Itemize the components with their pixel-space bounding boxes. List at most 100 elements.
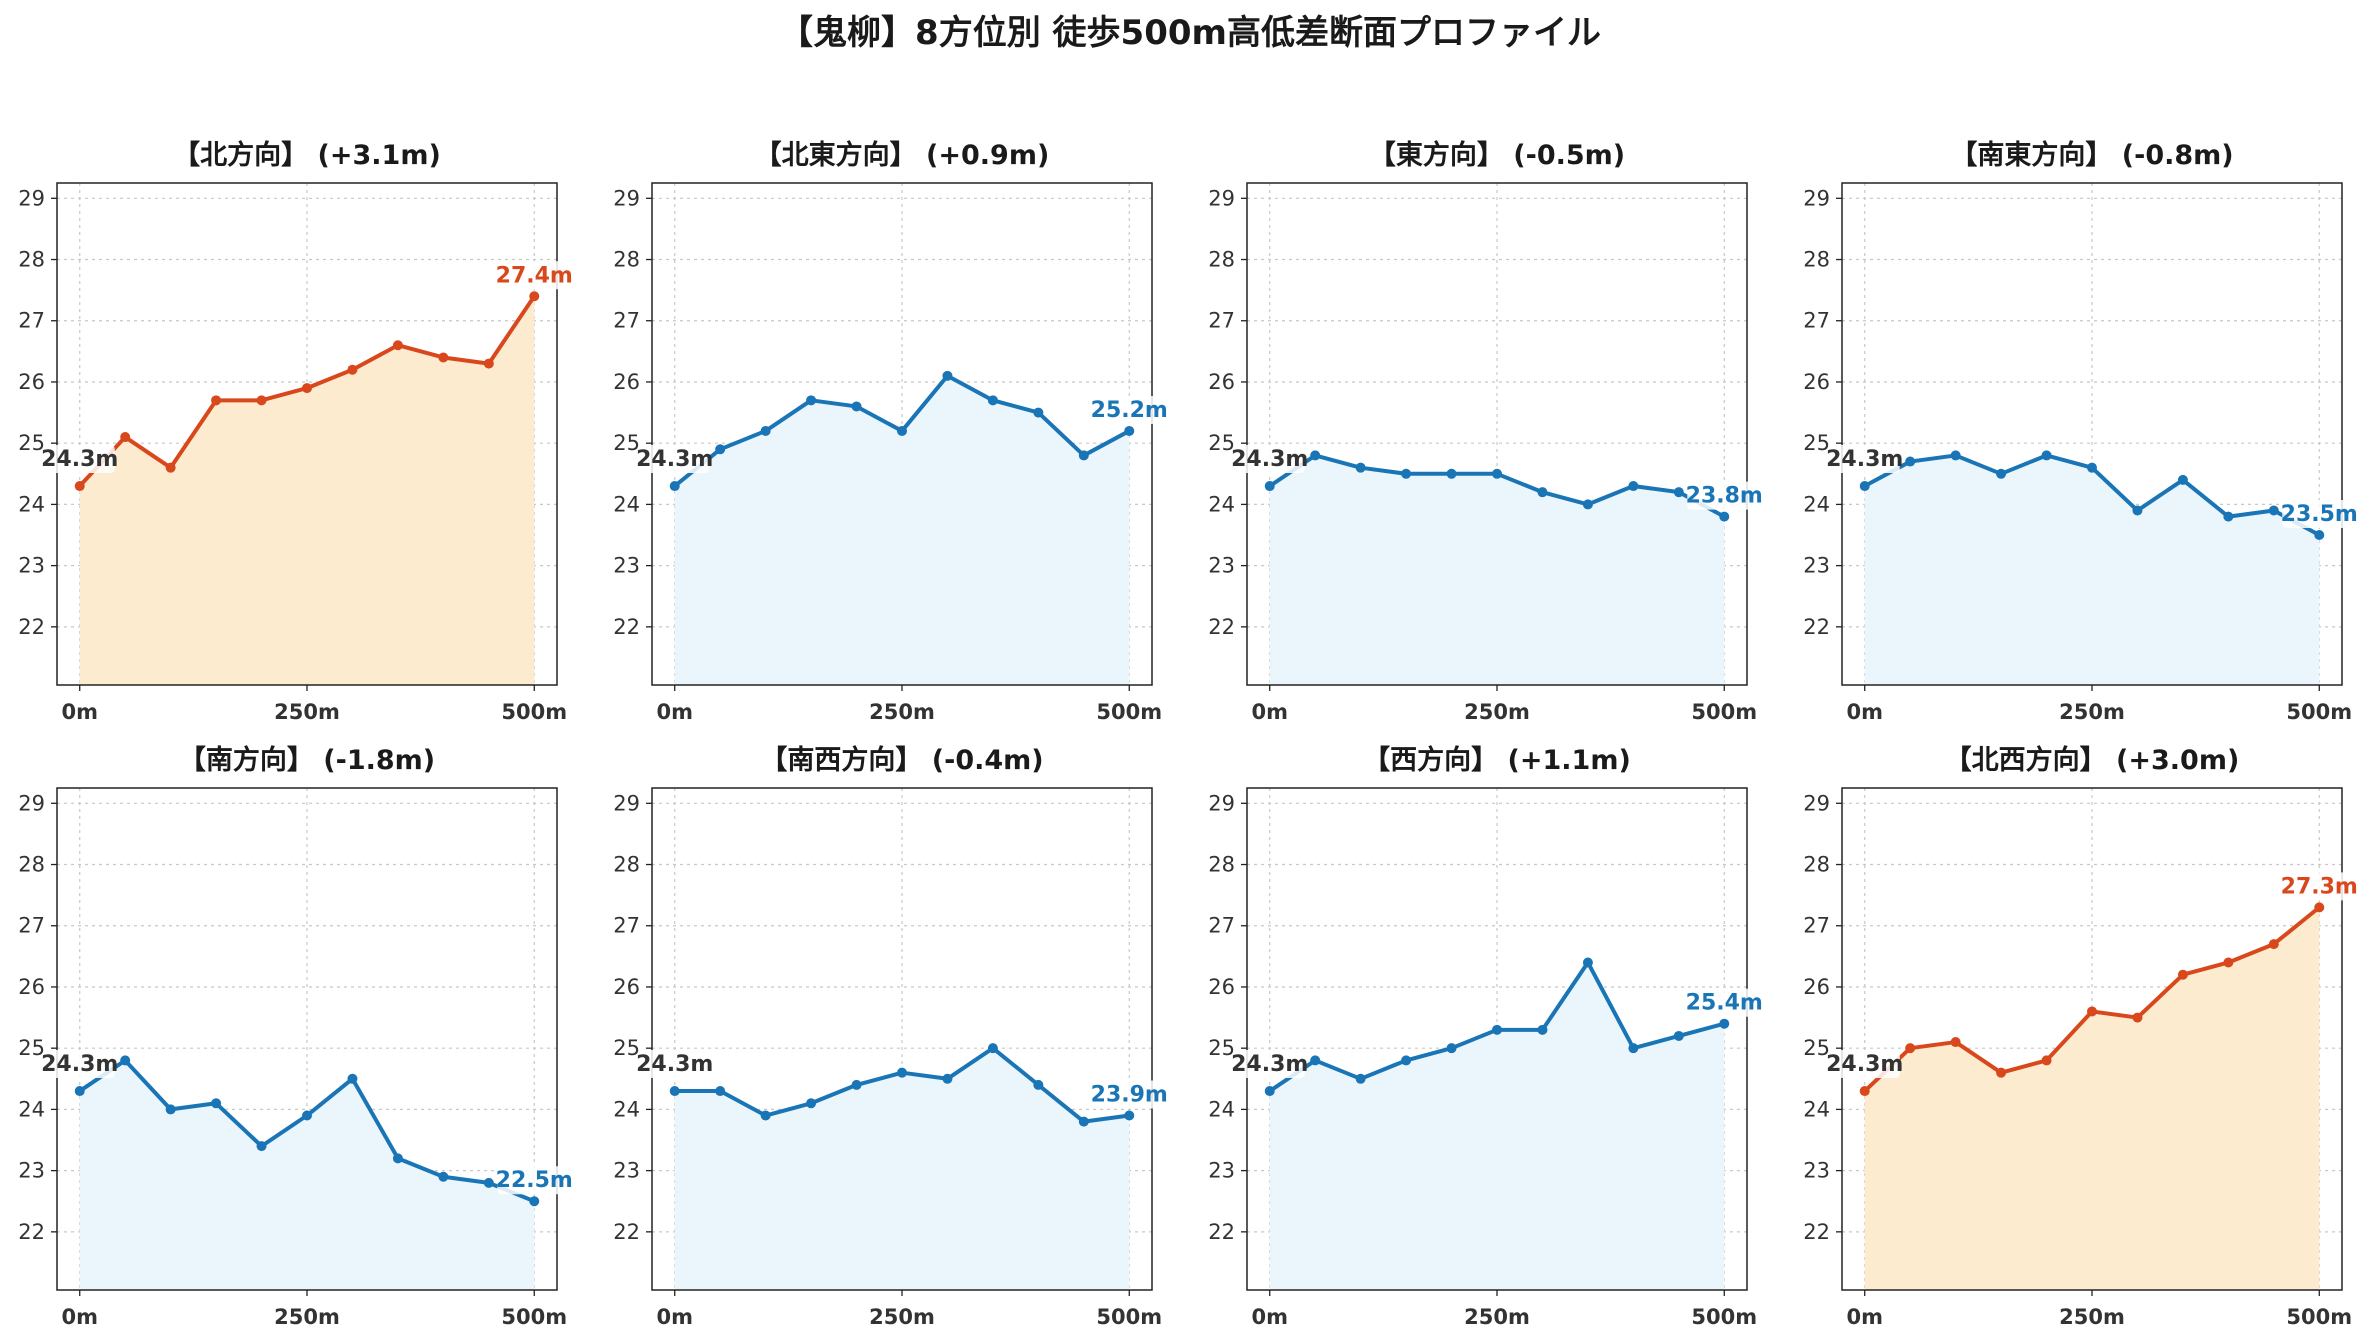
y-tick-label: 25 [18,431,45,455]
data-point [529,1196,540,1207]
start-label: 24.3m [1826,1052,1903,1077]
data-point [897,425,907,436]
data-point [2223,957,2234,968]
end-label-box [1092,1080,1167,1109]
data-point [120,432,131,443]
end-label-box [2282,500,2357,529]
data-point [165,462,176,473]
y-tick-label: 28 [1803,248,1830,272]
panel-title: 【東方向】 (-0.5m) [1369,139,1625,171]
data-point [120,1055,131,1066]
panel-title: 【北方向】 (+3.1m) [173,139,441,171]
data-point [1264,481,1275,492]
y-tick-label: 29 [1803,186,1830,210]
y-tick-label: 23 [1803,1159,1830,1183]
data-point [211,1098,222,1109]
y-tick-label: 26 [1803,370,1830,394]
panel-title: 【南東方向】 (-0.8m) [1950,139,2233,171]
data-point [1492,468,1502,479]
start-label-box [639,445,710,474]
y-tick-label: 25 [1208,431,1235,455]
data-point [1401,468,1412,479]
data-point [74,481,85,492]
data-point [1582,957,1593,968]
y-tick-label: 25 [613,431,640,455]
panel-title: 【南西方向】 (-0.4m) [760,744,1043,776]
data-point [1355,462,1366,473]
start-label: 24.3m [1826,447,1903,472]
data-point [211,395,222,406]
y-tick-label: 28 [1208,853,1235,877]
y-tick-label: 27 [1208,309,1235,333]
y-tick-label: 24 [1803,1097,1830,1121]
y-tick-label: 29 [613,186,640,210]
data-point [806,395,817,406]
panel-title: 【南方向】 (-1.8m) [179,744,435,776]
end-label: 22.5m [496,1168,573,1193]
start-label-box [1829,445,1900,474]
start-label: 24.3m [41,447,118,472]
data-point [1264,1086,1275,1097]
y-tick-label: 22 [1208,1220,1235,1244]
x-tick-label: 0m [1846,700,1883,724]
data-point [1905,456,1916,467]
x-tick-label: 250m [869,700,935,724]
y-tick-label: 22 [18,615,45,639]
start-label-box [1829,1050,1900,1079]
series-area [674,1048,1130,1290]
y-tick-label: 25 [1208,1036,1235,1060]
y-tick-label: 29 [1208,186,1235,210]
data-point [1950,450,1961,461]
data-point [1033,1079,1044,1090]
y-tick-label: 28 [18,248,45,272]
y-tick-label: 26 [1208,975,1235,999]
data-point [806,1098,817,1109]
start-label: 24.3m [1231,1052,1308,1077]
start-label: 24.3m [1231,447,1308,472]
x-tick-label: 250m [1464,700,1530,724]
data-point [2041,450,2052,461]
data-point [2132,1012,2143,1023]
data-point [987,1043,998,1054]
data-point [256,1141,267,1152]
figure-title: 【鬼柳】8方位別 徒歩500m高低差断面プロファイル [779,13,1601,53]
x-tick-label: 0m [61,700,98,724]
y-tick-label: 25 [613,1036,640,1060]
data-point [1124,1110,1135,1121]
end-label-box [1687,988,1762,1017]
data-point [2268,939,2279,950]
y-tick-label: 26 [1803,975,1830,999]
data-point [2132,505,2143,516]
y-tick-label: 29 [18,791,45,815]
y-tick-label: 28 [1803,853,1830,877]
y-tick-label: 24 [1208,492,1235,516]
end-label: 25.2m [1091,398,1168,423]
y-tick-label: 28 [1208,248,1235,272]
data-point [2314,530,2325,541]
data-point [2177,474,2188,485]
data-point [715,1086,726,1097]
panel-4: 【南東方向】 (-0.8m) 22 23 24 25 26 27 28 29 0m 250m 500m… [1803,139,2358,724]
x-tick-label: 250m [274,1305,340,1329]
y-tick-label: 24 [18,1097,45,1121]
data-point [1537,487,1548,498]
y-tick-label: 23 [1208,554,1235,578]
data-point [2268,505,2279,516]
y-tick-label: 24 [18,492,45,516]
data-point [1905,1043,1916,1054]
data-point [1719,1018,1730,1029]
data-point [1078,450,1089,461]
y-tick-label: 22 [18,1220,45,1244]
x-tick-label: 250m [2059,700,2125,724]
panel-title: 【北西方向】 (+3.0m) [1945,744,2240,776]
y-tick-label: 23 [1208,1159,1235,1183]
panel-5: 【南方向】 (-1.8m) 22 23 24 25 26 27 28 29 0m 250m 500m 2… [18,744,573,1329]
data-point [1859,1086,1870,1097]
data-point [942,1073,953,1084]
data-point [1673,487,1684,498]
y-tick-label: 29 [18,186,45,210]
data-point [1446,468,1457,479]
data-point [1355,1073,1366,1084]
x-tick-label: 0m [61,1305,98,1329]
panel-title: 【西方向】 (+1.1m) [1363,744,1631,776]
